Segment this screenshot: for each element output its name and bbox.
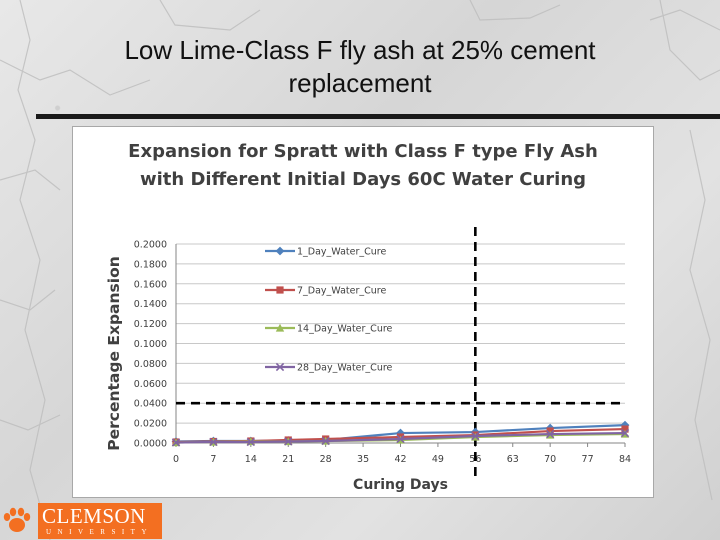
chart-title-line: with Different Initial Days 60C Water Cu…: [140, 169, 586, 190]
y-tick-label: 0.1000: [134, 339, 167, 350]
y-tick-label: 0.1800: [134, 259, 167, 270]
logo-main-text: CLEMSON: [42, 504, 146, 528]
y-axis-title: Percentage Expansion: [105, 256, 123, 451]
y-tick-label: 0.0400: [134, 399, 167, 410]
data-point: [171, 438, 181, 447]
x-tick-label: 28: [320, 454, 332, 465]
chart-panel: Expansion for Spratt with Class F type F…: [72, 126, 654, 498]
legend-entry: 1_Day_Water_Cure: [265, 247, 386, 258]
data-point: [321, 436, 330, 446]
expansion-line-chart: Expansion for Spratt with Class F type F…: [105, 141, 631, 493]
legend-marker: [275, 323, 285, 332]
logo-sub-text: UNIVERSITY: [46, 528, 153, 536]
x-tick-label: 70: [544, 454, 556, 465]
data-point: [471, 431, 480, 441]
y-tick-label: 0.2000: [134, 240, 167, 251]
legend-label: 1_Day_Water_Cure: [297, 247, 386, 258]
data-point: [396, 428, 405, 438]
y-tick-label: 0.1600: [134, 279, 167, 290]
title-divider: [36, 114, 720, 119]
legend-entry: 7_Day_Water_Cure: [265, 286, 386, 297]
x-tick-label: 63: [507, 454, 519, 465]
tiger-paw-icon: [3, 507, 31, 532]
data-point: [621, 425, 629, 433]
data-point: [620, 428, 630, 438]
x-tick-label: 84: [619, 454, 631, 465]
legend-marker: [276, 286, 284, 294]
data-point: [284, 437, 293, 446]
legend-marker: [275, 246, 285, 256]
clemson-logo: CLEMSON UNIVERSITY: [38, 503, 162, 539]
data-point: [396, 434, 405, 444]
x-tick-label: 0: [173, 454, 179, 465]
y-tick-label: 0.1200: [134, 319, 167, 330]
y-tick-label: 0.0800: [134, 359, 167, 370]
x-tick-label: 21: [282, 454, 294, 465]
slide-title: Low Lime-Class F fly ash at 25% cement r…: [124, 35, 596, 98]
x-tick-label: 35: [357, 454, 369, 465]
legend-marker: [275, 362, 285, 372]
y-tick-label: 0.0600: [134, 379, 167, 390]
x-tick-label: 14: [245, 454, 257, 465]
data-point: [546, 429, 555, 439]
legend-entry: 28_Day_Water_Cure: [265, 363, 393, 374]
chart-title-line: Expansion for Spratt with Class F type F…: [128, 141, 598, 162]
x-tick-label: 42: [394, 454, 406, 465]
x-axis-title: Curing Days: [353, 477, 448, 493]
y-tick-label: 0.1400: [134, 299, 167, 310]
y-tick-label: 0.0200: [134, 419, 167, 430]
data-point: [209, 437, 218, 447]
data-point: [246, 437, 255, 447]
legend-label: 7_Day_Water_Cure: [297, 286, 386, 297]
y-tick-label: 0.0000: [134, 439, 167, 450]
x-tick-label: 49: [432, 454, 444, 465]
x-tick-label: 7: [210, 454, 216, 465]
x-tick-label: 77: [582, 454, 594, 465]
legend-entry: 14_Day_Water_Cure: [265, 324, 393, 335]
legend-label: 14_Day_Water_Cure: [297, 324, 393, 335]
legend-label: 28_Day_Water_Cure: [297, 363, 393, 374]
